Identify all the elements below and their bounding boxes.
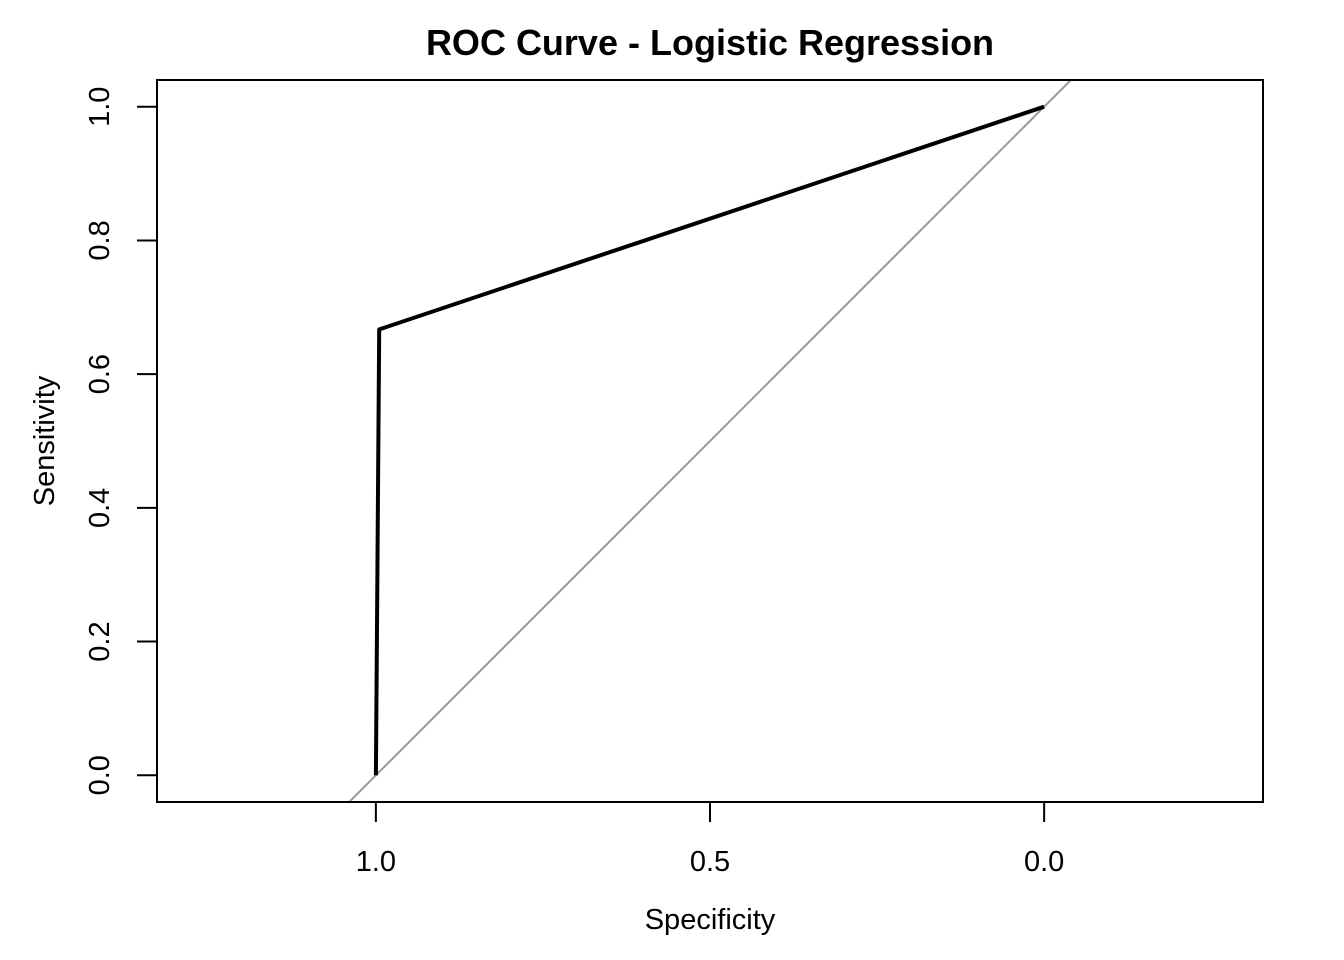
y-tick-label: 1.0	[84, 87, 116, 127]
x-tick-label: 0.0	[1024, 846, 1064, 878]
roc-curve-line	[373, 104, 1045, 776]
y-axis-label: Sensitivity	[29, 375, 61, 506]
chart-title: ROC Curve - Logistic Regression	[426, 22, 994, 63]
y-tick-label: 0.0	[84, 755, 116, 795]
x-axis: 1.0 0.5 0.0	[356, 801, 1064, 878]
x-tick-label: 1.0	[356, 846, 396, 878]
y-tick-label: 0.4	[84, 488, 116, 528]
y-axis: 0.0 0.2 0.4 0.6 0.8 1.0	[84, 87, 158, 795]
y-tick-label: 0.8	[84, 220, 116, 260]
reference-diagonal-line	[347, 80, 1073, 802]
y-tick-label: 0.2	[84, 621, 116, 661]
y-tick-label: 0.6	[84, 354, 116, 394]
x-tick-label: 0.5	[690, 846, 730, 878]
x-axis-label: Specificity	[645, 904, 776, 936]
